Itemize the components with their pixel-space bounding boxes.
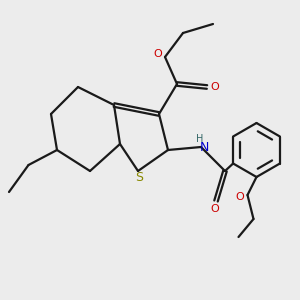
Text: O: O bbox=[153, 49, 162, 59]
Text: S: S bbox=[136, 171, 143, 184]
Text: O: O bbox=[210, 82, 219, 92]
Text: O: O bbox=[210, 203, 219, 214]
Text: N: N bbox=[200, 141, 210, 154]
Text: H: H bbox=[196, 134, 203, 144]
Text: O: O bbox=[236, 191, 244, 202]
